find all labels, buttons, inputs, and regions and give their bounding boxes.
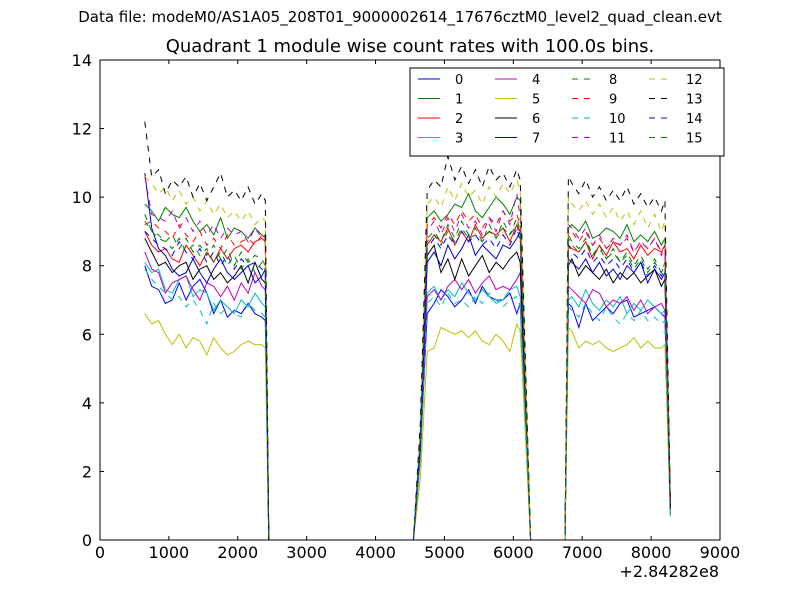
series-line-13 [144,121,671,541]
x-offset-label: +2.84282e8 [619,562,719,581]
legend-label-9: 9 [609,93,617,108]
legend-label-3: 3 [455,132,463,147]
series-line-1 [144,192,671,541]
legend-label-6: 6 [532,112,540,127]
legend-label-7: 7 [532,132,540,147]
y-tick-label: 4 [82,394,92,413]
y-tick-label: 10 [72,188,92,207]
y-tick-label: 2 [82,462,92,481]
legend-label-11: 11 [609,132,626,147]
legend-label-15: 15 [686,132,703,147]
series-line-8 [144,214,671,541]
legend-label-0: 0 [455,73,463,88]
legend-label-1: 1 [455,93,463,108]
legend-label-5: 5 [532,93,540,108]
y-tick-label: 0 [82,531,92,550]
series-line-15 [144,216,671,541]
legend-label-4: 4 [532,73,540,88]
y-tick-label: 14 [72,51,92,70]
chart-title: Quadrant 1 module wise count rates with … [165,36,655,57]
x-tick-label: 7000 [562,543,603,562]
series-line-4 [144,251,671,541]
x-tick-label: 9000 [700,543,741,562]
series-line-14 [144,226,671,541]
figure-suptitle: Data file: modeM0/AS1A05_208T01_90000026… [78,8,722,26]
legend-label-10: 10 [609,112,626,127]
x-tick-label: 1000 [149,543,190,562]
legend-box [409,67,725,157]
x-tick-label: 3000 [286,543,327,562]
x-tick-label: 8000 [631,543,672,562]
series-line-6 [144,238,671,541]
legend-label-2: 2 [455,112,463,127]
legend-label-13: 13 [686,93,703,108]
plot-frame [99,59,721,541]
series-line-3 [144,262,671,541]
series-line-0 [144,265,671,541]
legend-label-8: 8 [609,73,617,88]
x-tick-label: 4000 [355,543,396,562]
series-line-11 [144,176,671,541]
y-tick-label: 12 [72,120,92,139]
x-tick-label: 6000 [493,543,534,562]
tick-layer: 0 1000 2000 3000 4000 5000 6000 7000 8000 9000 0 2 4… [72,51,741,562]
y-tick-label: 6 [82,325,92,344]
y-tick-label: 8 [82,257,92,276]
legend-label-14: 14 [686,112,703,127]
legend-label-12: 12 [686,73,703,88]
series-layer [144,121,671,541]
x-tick-label: 2000 [217,543,258,562]
series-line-5 [144,313,671,541]
series-line-10 [144,268,671,541]
x-tick-label: 0 [95,543,105,562]
series-line-12 [144,176,671,541]
x-tick-label: 5000 [424,543,465,562]
series-line-7 [144,173,671,541]
